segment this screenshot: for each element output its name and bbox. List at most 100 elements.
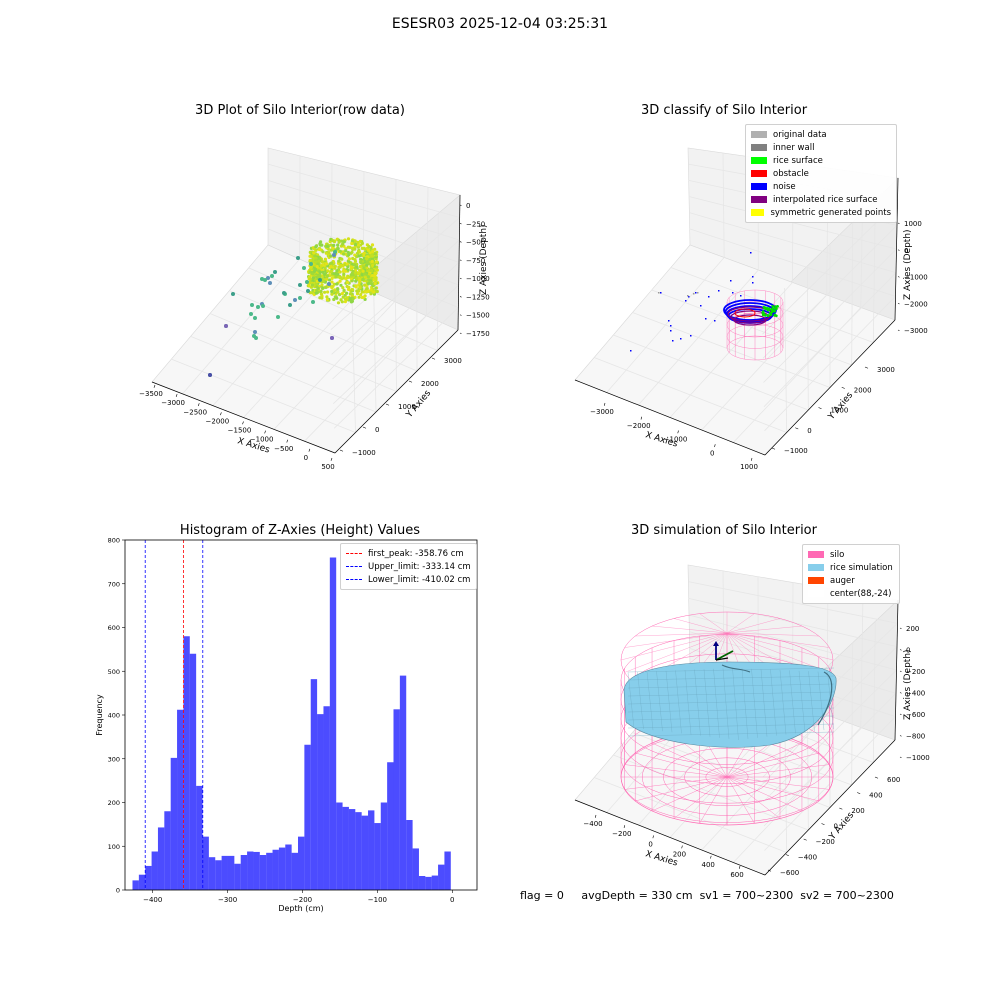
cls-y-tick-mark bbox=[841, 386, 845, 389]
raw-point bbox=[374, 286, 378, 290]
silo-floor-spoke bbox=[624, 776, 728, 790]
raw-x-tick-label: −3000 bbox=[161, 399, 185, 407]
silo-roof-spoke bbox=[624, 632, 728, 673]
raw-y-tick-label: 3000 bbox=[444, 357, 462, 365]
rice-point bbox=[775, 307, 778, 311]
raw-point bbox=[369, 268, 374, 273]
raw-z-tick-mark bbox=[459, 314, 462, 316]
raw-x-tick-label: −2500 bbox=[183, 408, 207, 416]
raw-point bbox=[365, 263, 369, 267]
raw-point bbox=[333, 264, 337, 268]
x-axis-line bbox=[151, 381, 336, 454]
histogram-bar bbox=[145, 865, 152, 890]
raw-point bbox=[341, 286, 345, 290]
raw-point bbox=[372, 290, 376, 294]
raw-x-tick-mark bbox=[330, 457, 333, 461]
sim-y-tick-label: −600 bbox=[780, 869, 799, 877]
raw-point bbox=[354, 243, 358, 247]
raw-point bbox=[350, 241, 354, 246]
raw-point bbox=[311, 300, 315, 304]
legend-swatch bbox=[751, 131, 767, 138]
auger-y-arrow bbox=[715, 650, 734, 661]
histogram-x-ticks: −400 −300 −200 −100 0 bbox=[143, 890, 455, 904]
rice-mesh-line bbox=[627, 707, 835, 713]
raw-point bbox=[332, 243, 336, 247]
raw-point bbox=[319, 264, 323, 268]
simulation-3d-plot: −400 −200 0 200 400 600 −600 −400 −200 0 200 400 600… bbox=[574, 564, 930, 879]
raw-point bbox=[320, 296, 324, 300]
raw-point bbox=[360, 241, 364, 245]
legend-line bbox=[346, 566, 362, 567]
gridline bbox=[784, 287, 788, 433]
histogram-bar bbox=[355, 812, 362, 891]
raw-point bbox=[323, 257, 327, 261]
sim-z-tick-label: 200 bbox=[906, 625, 919, 633]
cls-y-tick-mark bbox=[795, 427, 799, 430]
histogram-bar bbox=[399, 675, 407, 890]
histogram-bar bbox=[291, 852, 299, 890]
noise-point bbox=[690, 335, 692, 337]
raw-point bbox=[270, 274, 274, 278]
raw-point bbox=[332, 297, 336, 302]
simulation-footer: flag = 0 avgDepth = 330 cm sv1 = 700~230… bbox=[520, 889, 894, 902]
raw-point bbox=[333, 272, 337, 276]
rice-mesh-line bbox=[627, 699, 835, 705]
raw-point bbox=[318, 270, 322, 274]
silo-floor-spoke bbox=[726, 776, 803, 812]
sim-y-tick-mark bbox=[839, 807, 843, 810]
legend-label: symmetric generated points bbox=[770, 207, 891, 218]
rice-mesh-line bbox=[646, 671, 654, 731]
raw-point bbox=[358, 265, 362, 269]
classify-3d-plot: −3000 −2000 −1000 0 1000 −1000 0 1000 2000 3000 10… bbox=[574, 147, 928, 471]
histogram-bar bbox=[278, 847, 286, 890]
raw-z-axis-label: Z Axies (Depth) bbox=[479, 224, 489, 295]
raw-point bbox=[373, 252, 377, 256]
raw-point bbox=[347, 285, 351, 289]
raw-point bbox=[348, 245, 352, 249]
sim-y-tick-label: −200 bbox=[816, 838, 835, 846]
sim-y-tick-label: −400 bbox=[798, 854, 817, 862]
raw-point bbox=[350, 250, 354, 254]
rice-point bbox=[776, 305, 779, 308]
y-tick-label: 0 bbox=[116, 887, 120, 895]
raw-point bbox=[336, 243, 340, 247]
silo-floor-spoke bbox=[624, 764, 728, 778]
legend-label: interpolated rice surface bbox=[773, 194, 878, 205]
x-axis-line bbox=[574, 379, 766, 456]
raw-point bbox=[326, 274, 330, 278]
legend-label: rice surface bbox=[773, 155, 823, 166]
raw-point bbox=[375, 260, 379, 264]
noise-point bbox=[688, 296, 690, 298]
cls-x-tick-label: 0 bbox=[710, 449, 714, 457]
cls-y-tick-mark bbox=[771, 447, 776, 450]
raw-point bbox=[343, 297, 347, 301]
raw-point bbox=[347, 296, 352, 300]
classify-plot-title: 3D classify of Silo Interior bbox=[640, 103, 808, 118]
legend-entry: Upper_limit: -333.14 cm bbox=[346, 560, 471, 573]
raw-point bbox=[373, 274, 377, 278]
silo-roof-spoke bbox=[620, 632, 728, 661]
sim-y-tick-mark bbox=[821, 823, 825, 826]
raw-x-tick-label: −2000 bbox=[206, 417, 230, 425]
sim-x-tick-mark bbox=[652, 835, 654, 839]
legend-swatch bbox=[751, 157, 767, 164]
histogram-bar bbox=[285, 844, 292, 890]
raw-point bbox=[344, 249, 348, 253]
histogram-bar bbox=[418, 876, 426, 890]
raw-point bbox=[325, 277, 329, 281]
cls-z-tick-mark bbox=[897, 302, 900, 305]
raw-point bbox=[315, 285, 319, 289]
rice-mesh-line bbox=[627, 683, 835, 689]
raw-point bbox=[373, 282, 377, 286]
legend-label: Lower_limit: -410.02 cm bbox=[368, 574, 471, 585]
histogram-bar bbox=[227, 855, 235, 891]
raw-point bbox=[362, 252, 366, 257]
raw-point bbox=[344, 269, 348, 273]
histogram-x-axis-label: Depth (cm) bbox=[278, 904, 323, 913]
sim-z-tick-label: −400 bbox=[906, 690, 925, 698]
raw-point bbox=[314, 256, 318, 260]
rice-mesh-line bbox=[656, 671, 663, 732]
raw-point bbox=[306, 289, 310, 293]
raw-x-tick-mark bbox=[242, 421, 244, 425]
noise-point bbox=[752, 282, 754, 284]
